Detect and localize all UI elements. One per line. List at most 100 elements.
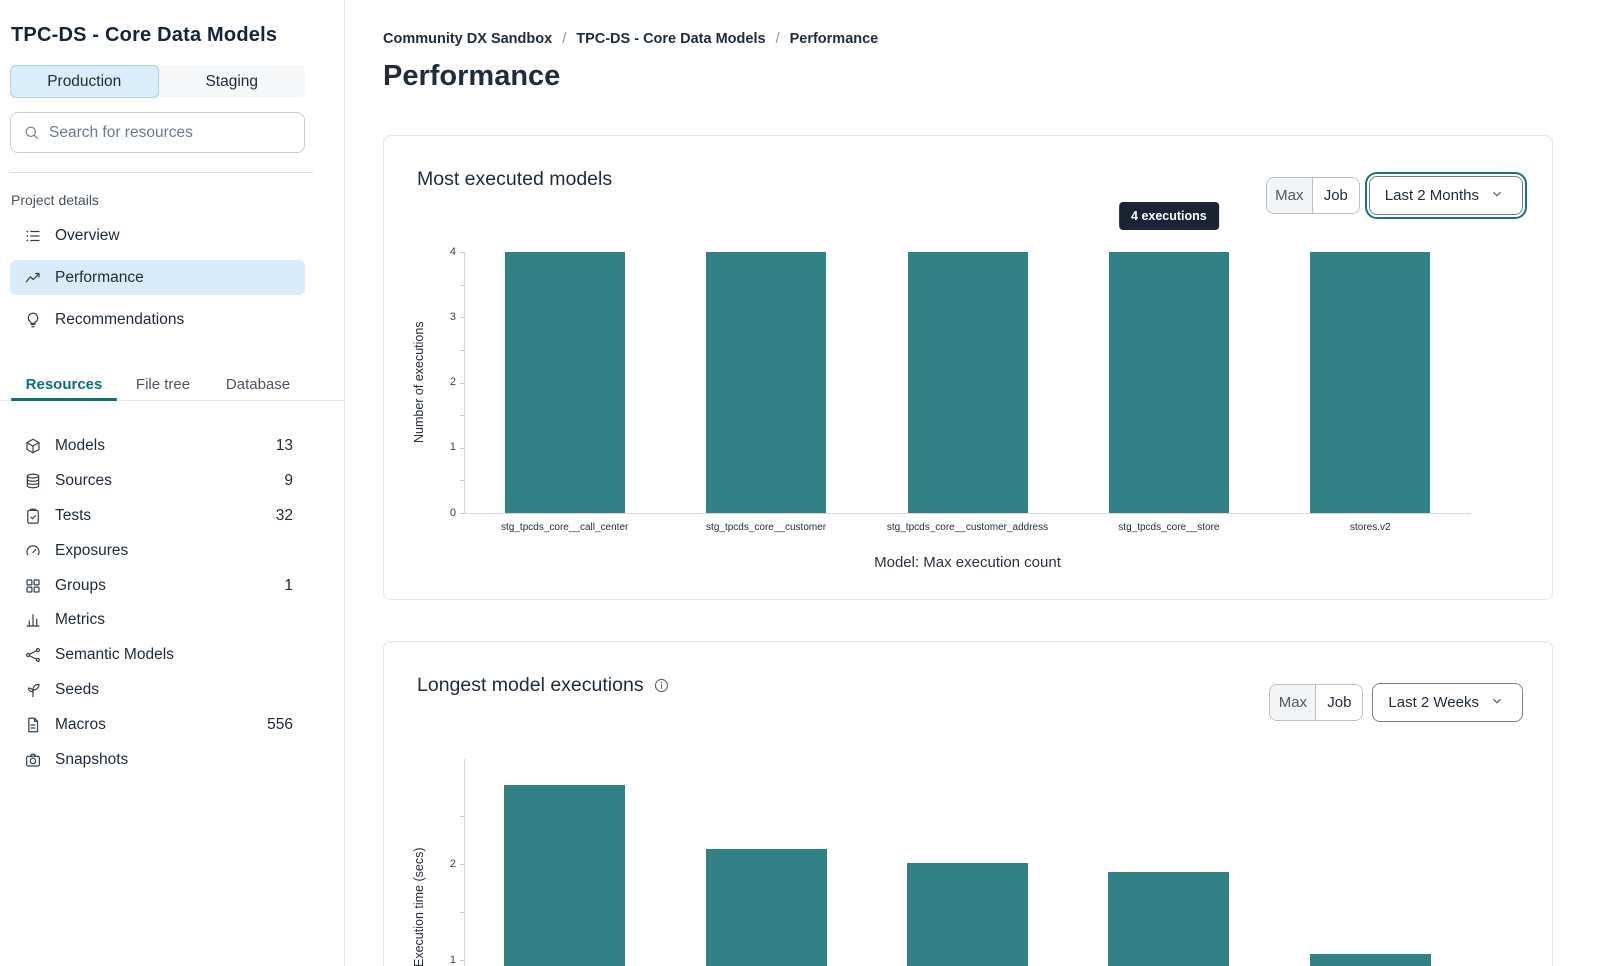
card-title: Most executed models (417, 168, 612, 191)
project-title: TPC-DS - Core Data Models (11, 24, 278, 46)
date-range-dropdown[interactable]: Last 2 Months (1364, 172, 1528, 219)
bar-chart-icon (24, 611, 42, 629)
project-nav: Overview Performance Recommendations (10, 218, 305, 344)
y-axis-label: Execution time (secs) (412, 847, 426, 966)
resource-count: 13 (275, 437, 293, 455)
search-icon (23, 124, 40, 141)
sidebar-item-overview[interactable]: Overview (10, 218, 305, 253)
y-minor-tick-mark (460, 415, 464, 417)
sidebar-item-performance[interactable]: Performance (10, 260, 305, 295)
bar[interactable] (907, 863, 1028, 966)
bar[interactable] (1310, 252, 1431, 513)
chart-tooltip: 4 executions (1119, 202, 1219, 230)
bar[interactable] (907, 252, 1028, 513)
y-tick-label: 3 (449, 310, 456, 323)
breadcrumb-separator: / (562, 31, 567, 47)
max-toggle-button[interactable]: Max (1266, 178, 1313, 213)
page-title: Performance (383, 60, 561, 92)
x-axis-caption: Model: Max execution count (874, 554, 1061, 571)
chevron-down-icon (1490, 694, 1507, 711)
bar[interactable] (1108, 871, 1230, 966)
max-job-toggle: Max Job (1265, 177, 1360, 214)
resource-row-models[interactable]: Models 13 (10, 429, 305, 464)
resource-row-semantic-models[interactable]: Semantic Models (10, 638, 305, 673)
resource-search[interactable] (10, 112, 305, 153)
performance-icon (24, 269, 42, 287)
resource-label: Metrics (55, 611, 105, 629)
resource-label: Models (55, 437, 105, 455)
bar[interactable] (1108, 252, 1229, 513)
sidebar-item-recommendations[interactable]: Recommendations (10, 302, 305, 337)
resource-label: Exposures (55, 541, 129, 559)
sidebar-tabs: Resources File tree Database (0, 369, 345, 401)
resource-label: Macros (55, 715, 106, 733)
y-tick-label: 4 (449, 245, 456, 258)
env-tab-staging[interactable]: Staging (205, 72, 259, 90)
lightbulb-icon (24, 311, 42, 329)
resource-row-snapshots[interactable]: Snapshots (10, 742, 305, 777)
overview-icon (24, 227, 42, 245)
job-toggle-button[interactable]: Job (1312, 178, 1359, 213)
longest-model-executions-chart: Execution time (secs) 1 2 (384, 642, 1552, 966)
x-tick-label: stores.v2 (1350, 522, 1391, 533)
sidebar-divider (10, 172, 313, 173)
breadcrumb: Community DX Sandbox / TPC-DS - Core Dat… (383, 31, 878, 47)
bar[interactable] (504, 252, 625, 513)
active-tab-underline (11, 398, 117, 401)
y-tick-label: 2 (449, 376, 456, 388)
y-minor-tick-mark (460, 284, 464, 286)
resource-row-metrics[interactable]: Metrics (10, 603, 305, 638)
breadcrumb-item-project[interactable]: TPC-DS - Core Data Models (576, 31, 766, 47)
resource-row-sources[interactable]: Sources 9 (10, 464, 305, 499)
y-tick-mark (460, 447, 464, 449)
x-tick-label: stg_tpcds_core__call_center (501, 522, 629, 533)
job-toggle-button[interactable]: Job (1316, 685, 1363, 720)
y-tick-mark (460, 513, 464, 514)
card-title: Longest model executions (417, 674, 670, 697)
x-axis-line (464, 513, 1471, 514)
tab-resources[interactable]: Resources (25, 376, 103, 393)
bar[interactable] (504, 785, 626, 966)
y-axis-label: Number of executions (412, 321, 426, 444)
env-tab-production[interactable]: Production (10, 65, 159, 98)
resource-row-seeds[interactable]: Seeds (10, 673, 305, 708)
resource-row-exposures[interactable]: Exposures (10, 533, 305, 568)
resource-row-tests[interactable]: Tests 32 (10, 499, 305, 534)
database-icon (24, 472, 42, 490)
y-minor-tick-mark (460, 912, 464, 913)
nodes-icon (24, 646, 42, 664)
tab-database[interactable]: Database (225, 376, 291, 393)
bar[interactable] (1309, 954, 1431, 966)
tabs-divider (0, 400, 345, 401)
gauge-icon (24, 542, 42, 560)
info-icon[interactable] (653, 677, 670, 694)
date-range-value: Last 2 Months (1384, 187, 1479, 204)
project-details-label: Project details (11, 192, 99, 208)
resource-label: Semantic Models (55, 646, 174, 664)
breadcrumb-item-sandbox[interactable]: Community DX Sandbox (383, 31, 553, 47)
resource-count: 556 (267, 715, 293, 733)
most-executed-models-card: Most executed models Max Job Last 2 Mont… (383, 135, 1553, 600)
resource-label: Tests (55, 506, 92, 524)
bar[interactable] (705, 848, 827, 966)
date-range-dropdown[interactable]: Last 2 Weeks (1372, 683, 1523, 722)
sidebar: TPC-DS - Core Data Models Production Sta… (0, 0, 345, 966)
camera-icon (24, 751, 42, 769)
y-minor-tick-mark (460, 480, 464, 482)
resource-row-groups[interactable]: Groups 1 (10, 568, 305, 603)
search-input[interactable] (49, 123, 292, 142)
seedling-icon (24, 681, 42, 699)
max-toggle-button[interactable]: Max (1270, 685, 1317, 720)
sidebar-item-label: Performance (55, 268, 144, 286)
grid-icon (24, 577, 42, 595)
y-tick-label: 0 (449, 506, 456, 519)
resource-row-macros[interactable]: Macros 556 (10, 707, 305, 742)
y-axis-line (464, 759, 465, 966)
bar[interactable] (706, 252, 827, 513)
x-tick-label: stg_tpcds_core__customer (706, 522, 827, 533)
tab-file-tree[interactable]: File tree (135, 376, 191, 393)
y-tick-label: 1 (449, 441, 456, 454)
y-tick-mark (460, 960, 464, 961)
breadcrumb-separator: / (775, 31, 780, 47)
